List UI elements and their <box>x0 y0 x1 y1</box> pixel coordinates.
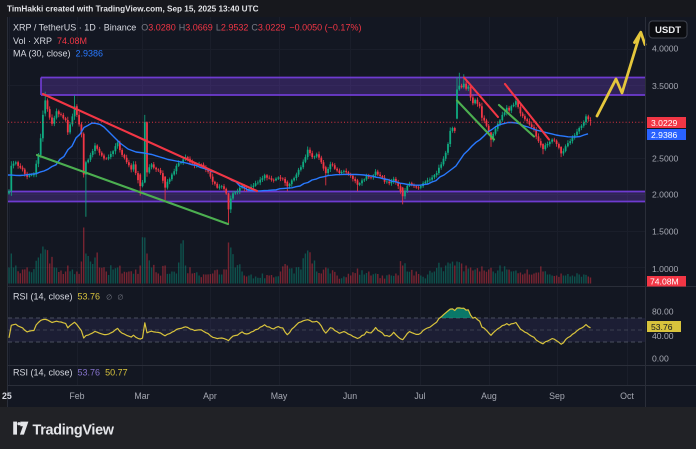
svg-text:Jun: Jun <box>343 391 357 401</box>
svg-text:USDT: USDT <box>655 25 681 36</box>
svg-text:80.00: 80.00 <box>652 307 674 317</box>
svg-text:3.5000: 3.5000 <box>652 81 679 91</box>
svg-text:May: May <box>271 391 288 401</box>
svg-text:RSI (14, close)53.76∅∅: RSI (14, close) 53.76 ∅ ∅ <box>13 292 124 302</box>
svg-text:2.5000: 2.5000 <box>652 154 679 164</box>
svg-text:TradingView: TradingView <box>33 422 115 438</box>
svg-text:1.5000: 1.5000 <box>652 227 679 237</box>
svg-text:25: 25 <box>2 391 12 401</box>
svg-text:TimHakki created with TradingV: TimHakki created with TradingView.com, S… <box>7 5 259 14</box>
svg-text:2.0000: 2.0000 <box>652 190 679 200</box>
svg-text:Jul: Jul <box>414 391 425 401</box>
svg-text:Apr: Apr <box>203 391 217 401</box>
svg-text:3.0229: 3.0229 <box>651 118 678 128</box>
svg-text:4.0000: 4.0000 <box>652 44 679 54</box>
svg-text:0.00: 0.00 <box>652 354 669 364</box>
svg-text:Sep: Sep <box>549 391 565 401</box>
svg-text:Oct: Oct <box>620 391 634 401</box>
svg-text:53.76: 53.76 <box>651 322 673 332</box>
svg-text:40.00: 40.00 <box>652 331 674 341</box>
svg-text:74.08M: 74.08M <box>650 277 679 287</box>
svg-text:MA (30, close)2.9386: MA (30, close) 2.9386 <box>13 49 103 59</box>
svg-text:1.0000: 1.0000 <box>652 264 679 274</box>
svg-text:Mar: Mar <box>134 391 149 401</box>
svg-text:2.9386: 2.9386 <box>651 130 678 140</box>
svg-text:Aug: Aug <box>481 391 497 401</box>
svg-text:Feb: Feb <box>69 391 84 401</box>
